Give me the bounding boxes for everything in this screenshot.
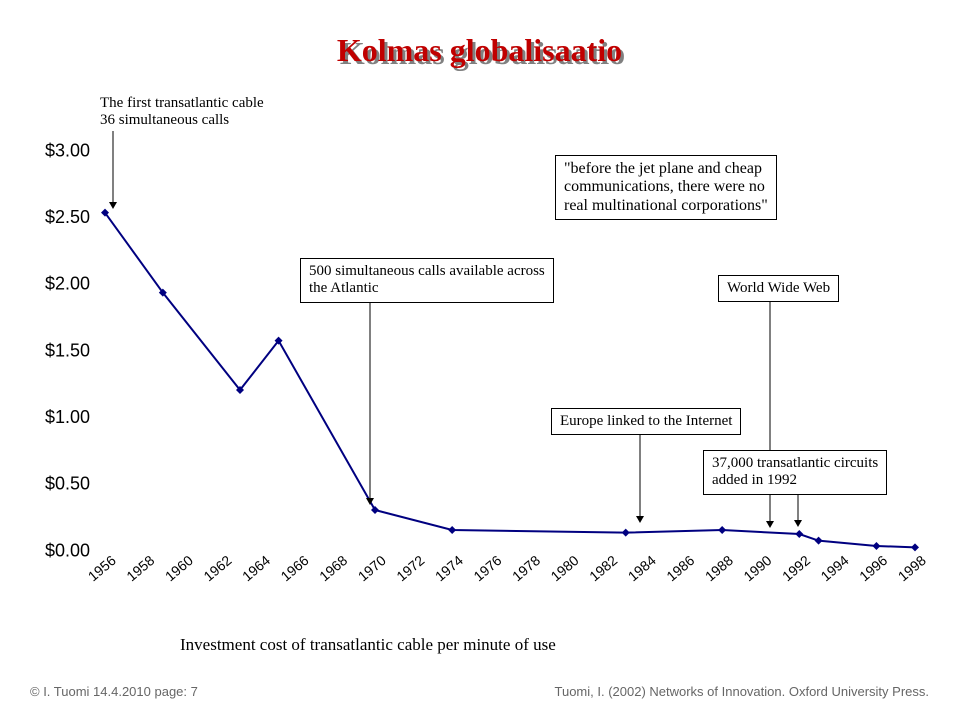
- svg-text:1978: 1978: [509, 552, 543, 584]
- svg-text:1962: 1962: [200, 552, 234, 584]
- x-axis-caption: Investment cost of transatlantic cable p…: [180, 635, 556, 655]
- annotation-circuits: 37,000 transatlantic circuits added in 1…: [703, 450, 887, 495]
- annotation-www: World Wide Web: [718, 275, 839, 302]
- svg-text:1970: 1970: [355, 552, 389, 584]
- svg-text:1968: 1968: [316, 552, 350, 584]
- annotation-500-line2: the Atlantic: [309, 280, 545, 297]
- annotation-circuits-line2: added in 1992: [712, 472, 878, 489]
- svg-text:$2.00: $2.00: [45, 274, 90, 294]
- svg-text:1996: 1996: [856, 552, 890, 584]
- svg-text:$1.00: $1.00: [45, 407, 90, 427]
- svg-text:$0.00: $0.00: [45, 540, 90, 560]
- five-hundred-arrow-head: [366, 498, 374, 505]
- europe-arrow-head: [636, 516, 644, 523]
- svg-text:1992: 1992: [779, 552, 813, 584]
- svg-text:$3.00: $3.00: [45, 140, 90, 160]
- annotation-first-cable: The first transatlantic cable 36 simulta…: [100, 95, 264, 130]
- svg-text:1984: 1984: [625, 552, 659, 584]
- svg-text:$0.50: $0.50: [45, 474, 90, 494]
- svg-text:1972: 1972: [393, 552, 427, 584]
- svg-text:1980: 1980: [548, 552, 582, 584]
- svg-text:$1.50: $1.50: [45, 340, 90, 360]
- svg-text:1966: 1966: [278, 552, 312, 584]
- annotation-europe: Europe linked to the Internet: [551, 408, 741, 435]
- www-arrow-head: [766, 521, 774, 528]
- svg-text:1998: 1998: [895, 552, 929, 584]
- annotation-first-cable-line2: 36 simultaneous calls: [100, 112, 264, 129]
- svg-text:1960: 1960: [162, 552, 196, 584]
- annotation-first-cable-line1: The first transatlantic cable: [100, 95, 264, 112]
- slide: Kolmas globalisaatio Kolmas globalisaati…: [0, 0, 959, 719]
- svg-text:1988: 1988: [702, 552, 736, 584]
- annotation-before-jet-line3: real multinational corporations": [564, 197, 768, 215]
- footer-left: © I. Tuomi 14.4.2010 page: 7: [30, 684, 198, 699]
- annotation-before-jet-line1: "before the jet plane and cheap: [564, 160, 768, 178]
- svg-text:$2.50: $2.50: [45, 207, 90, 227]
- annotation-before-jet: "before the jet plane and cheap communic…: [555, 155, 777, 220]
- annotation-500: 500 simultaneous calls available across …: [300, 258, 554, 303]
- svg-text:1994: 1994: [818, 552, 852, 584]
- annotation-before-jet-line2: communications, there were no: [564, 178, 768, 196]
- svg-text:1964: 1964: [239, 552, 273, 584]
- svg-text:1958: 1958: [123, 552, 157, 584]
- first-cable-arrow-head: [109, 202, 117, 209]
- svg-text:1974: 1974: [432, 552, 466, 584]
- svg-text:1986: 1986: [663, 552, 697, 584]
- annotation-500-line1: 500 simultaneous calls available across: [309, 263, 545, 280]
- svg-text:1990: 1990: [740, 552, 774, 584]
- svg-text:1982: 1982: [586, 552, 620, 584]
- footer-right: Tuomi, I. (2002) Networks of Innovation.…: [555, 684, 930, 699]
- circuits-arrow-head: [794, 520, 802, 527]
- svg-text:1976: 1976: [470, 552, 504, 584]
- annotation-circuits-line1: 37,000 transatlantic circuits: [712, 455, 878, 472]
